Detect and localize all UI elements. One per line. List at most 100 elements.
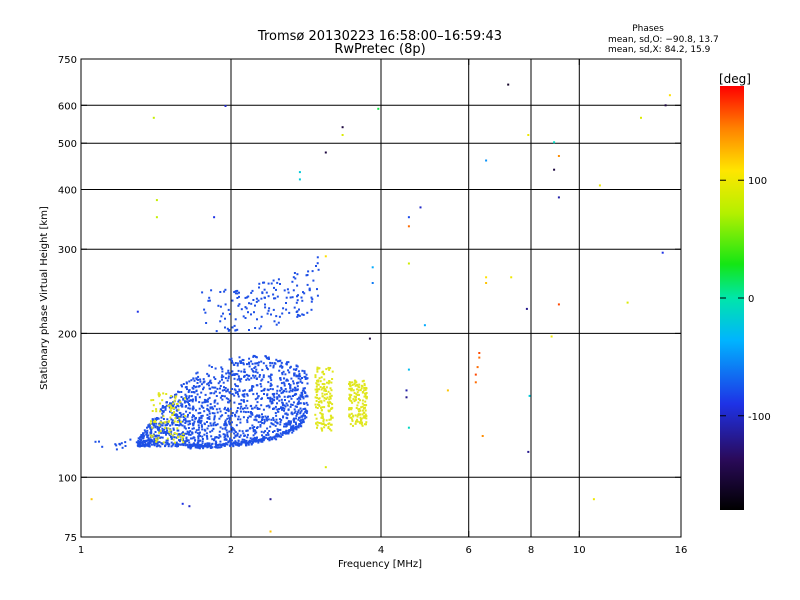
o-mode-point [234, 290, 237, 293]
o-mode-point [227, 401, 229, 404]
o-mode-point [302, 408, 305, 411]
x-mode-point [363, 415, 366, 418]
o-mode-point [305, 416, 308, 419]
o-mode-point [213, 405, 216, 408]
o-mode-point [98, 440, 100, 443]
o-mode-point [236, 289, 239, 292]
scatter-point [525, 307, 528, 310]
o-mode-point [231, 412, 234, 414]
o-mode-point [210, 289, 213, 292]
o-mode-point [195, 377, 198, 380]
o-mode-point [278, 434, 281, 437]
x-mode-point [325, 368, 328, 371]
o-mode-point [231, 374, 233, 377]
x-mode-point [165, 393, 168, 395]
x-mode-point [320, 401, 323, 404]
o-mode-point [272, 419, 275, 422]
o-mode-point [195, 429, 198, 432]
x-mode-point [327, 425, 330, 428]
o-mode-point [272, 293, 275, 296]
o-mode-point [238, 291, 240, 294]
o-mode-point [161, 427, 164, 430]
o-mode-point [266, 312, 269, 315]
o-mode-point [161, 443, 164, 446]
o-mode-point [154, 431, 157, 433]
o-mode-point [229, 415, 232, 418]
x-mode-point [169, 429, 172, 432]
x-mode-point [329, 387, 332, 390]
o-mode-point [137, 437, 140, 440]
o-mode-point [153, 438, 156, 441]
o-mode-point [208, 299, 211, 302]
o-mode-point [164, 407, 167, 410]
x-mode-point [166, 437, 169, 440]
o-mode-point [227, 407, 229, 410]
o-mode-point [215, 395, 218, 397]
x-mode-point [361, 391, 364, 394]
x-mode-point [359, 422, 362, 424]
o-mode-point [304, 391, 307, 394]
o-mode-point [283, 409, 285, 412]
x-mode-point [157, 393, 160, 396]
o-mode-point [262, 281, 264, 284]
o-mode-point [201, 291, 204, 294]
o-mode-point [186, 397, 189, 400]
x-mode-point [330, 416, 333, 419]
o-mode-point [146, 434, 149, 437]
o-mode-point [244, 317, 247, 319]
o-mode-point [268, 436, 271, 439]
o-mode-point [252, 429, 255, 431]
o-mode-point [222, 312, 224, 315]
o-mode-point [281, 366, 284, 369]
o-mode-point [265, 405, 268, 408]
o-mode-point [204, 393, 207, 396]
o-mode-point [259, 424, 262, 426]
x-mode-point [321, 417, 324, 420]
o-mode-point [208, 387, 211, 390]
o-mode-point [302, 412, 305, 415]
o-mode-point [285, 379, 288, 382]
o-mode-point [231, 427, 234, 429]
o-mode-point [214, 443, 217, 446]
o-mode-point [177, 390, 179, 393]
x-mode-point [173, 420, 176, 423]
o-mode-point [156, 427, 159, 430]
o-mode-point [252, 440, 255, 443]
x-mode-point [320, 406, 322, 409]
o-mode-point [174, 393, 176, 396]
x-mode-point [317, 379, 319, 382]
o-mode-point [227, 398, 230, 401]
o-mode-point [257, 439, 260, 441]
o-mode-point [210, 443, 213, 446]
x-mode-point [323, 406, 326, 409]
x-mode-point [182, 436, 184, 438]
x-mode-point [357, 413, 360, 416]
x-mode-point [323, 387, 326, 390]
o-mode-point [153, 440, 156, 443]
o-mode-point [207, 398, 210, 401]
o-mode-point [292, 276, 295, 279]
x-mode-point [323, 389, 326, 392]
x-mode-point [317, 367, 320, 370]
o-mode-point [174, 442, 177, 445]
o-mode-point [265, 366, 268, 369]
o-mode-point [152, 441, 155, 444]
o-mode-point [270, 313, 272, 316]
o-mode-point [194, 431, 197, 434]
scatter-point [407, 216, 410, 219]
o-mode-point [268, 397, 270, 400]
o-mode-point [154, 426, 157, 429]
x-mode-point [159, 430, 162, 433]
o-mode-point [213, 401, 216, 404]
x-mode-point [162, 441, 165, 444]
x-mode-point [330, 394, 333, 397]
o-mode-point [175, 393, 178, 396]
o-mode-point [289, 386, 292, 389]
x-mode-point [363, 423, 366, 426]
o-mode-point [233, 373, 236, 376]
o-mode-point [166, 432, 169, 435]
x-mode-point [360, 387, 363, 390]
o-mode-point [229, 407, 232, 410]
x-mode-point [173, 407, 176, 410]
x-mode-point [180, 435, 182, 438]
